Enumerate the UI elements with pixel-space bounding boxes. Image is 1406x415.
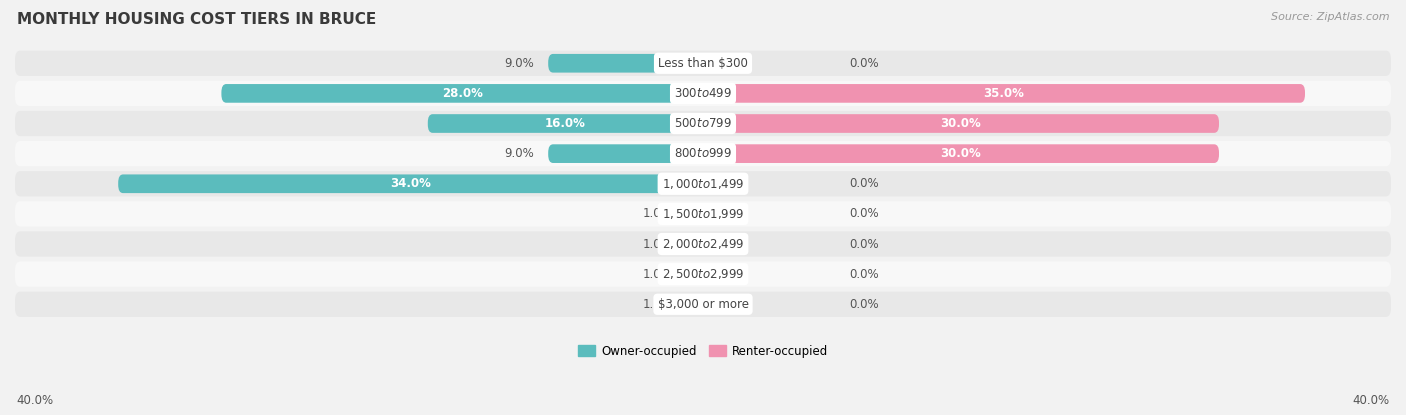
FancyBboxPatch shape: [703, 84, 1305, 103]
Text: 34.0%: 34.0%: [389, 177, 432, 190]
Text: $2,500 to $2,999: $2,500 to $2,999: [662, 267, 744, 281]
Text: $500 to $799: $500 to $799: [673, 117, 733, 130]
FancyBboxPatch shape: [686, 265, 703, 283]
Text: 30.0%: 30.0%: [941, 147, 981, 160]
FancyBboxPatch shape: [118, 174, 703, 193]
Text: $800 to $999: $800 to $999: [673, 147, 733, 160]
Text: 0.0%: 0.0%: [849, 208, 879, 220]
Text: $300 to $499: $300 to $499: [673, 87, 733, 100]
Text: 0.0%: 0.0%: [849, 237, 879, 251]
Text: 9.0%: 9.0%: [505, 147, 534, 160]
FancyBboxPatch shape: [15, 141, 1391, 166]
Text: $2,000 to $2,499: $2,000 to $2,499: [662, 237, 744, 251]
FancyBboxPatch shape: [15, 261, 1391, 287]
FancyBboxPatch shape: [15, 201, 1391, 227]
FancyBboxPatch shape: [548, 54, 703, 73]
Text: 1.0%: 1.0%: [643, 298, 672, 311]
Text: 28.0%: 28.0%: [441, 87, 482, 100]
Legend: Owner-occupied, Renter-occupied: Owner-occupied, Renter-occupied: [572, 340, 834, 362]
Text: 1.0%: 1.0%: [643, 208, 672, 220]
Text: 0.0%: 0.0%: [849, 177, 879, 190]
FancyBboxPatch shape: [427, 114, 703, 133]
Text: 1.0%: 1.0%: [643, 268, 672, 281]
FancyBboxPatch shape: [15, 292, 1391, 317]
Text: $1,000 to $1,499: $1,000 to $1,499: [662, 177, 744, 191]
FancyBboxPatch shape: [686, 205, 703, 223]
Text: 40.0%: 40.0%: [1353, 394, 1389, 407]
Text: MONTHLY HOUSING COST TIERS IN BRUCE: MONTHLY HOUSING COST TIERS IN BRUCE: [17, 12, 377, 27]
Text: $1,500 to $1,999: $1,500 to $1,999: [662, 207, 744, 221]
Text: 0.0%: 0.0%: [849, 268, 879, 281]
FancyBboxPatch shape: [15, 232, 1391, 256]
FancyBboxPatch shape: [15, 111, 1391, 136]
FancyBboxPatch shape: [15, 81, 1391, 106]
Text: 9.0%: 9.0%: [505, 57, 534, 70]
FancyBboxPatch shape: [686, 295, 703, 314]
Text: 16.0%: 16.0%: [546, 117, 586, 130]
Text: Less than $300: Less than $300: [658, 57, 748, 70]
FancyBboxPatch shape: [221, 84, 703, 103]
Text: $3,000 or more: $3,000 or more: [658, 298, 748, 311]
FancyBboxPatch shape: [15, 51, 1391, 76]
FancyBboxPatch shape: [15, 171, 1391, 196]
Text: 35.0%: 35.0%: [984, 87, 1025, 100]
FancyBboxPatch shape: [703, 144, 1219, 163]
Text: 40.0%: 40.0%: [17, 394, 53, 407]
FancyBboxPatch shape: [686, 234, 703, 254]
Text: 1.0%: 1.0%: [643, 237, 672, 251]
Text: Source: ZipAtlas.com: Source: ZipAtlas.com: [1271, 12, 1389, 22]
Text: 30.0%: 30.0%: [941, 117, 981, 130]
Text: 0.0%: 0.0%: [849, 57, 879, 70]
FancyBboxPatch shape: [548, 144, 703, 163]
Text: 0.0%: 0.0%: [849, 298, 879, 311]
FancyBboxPatch shape: [703, 114, 1219, 133]
